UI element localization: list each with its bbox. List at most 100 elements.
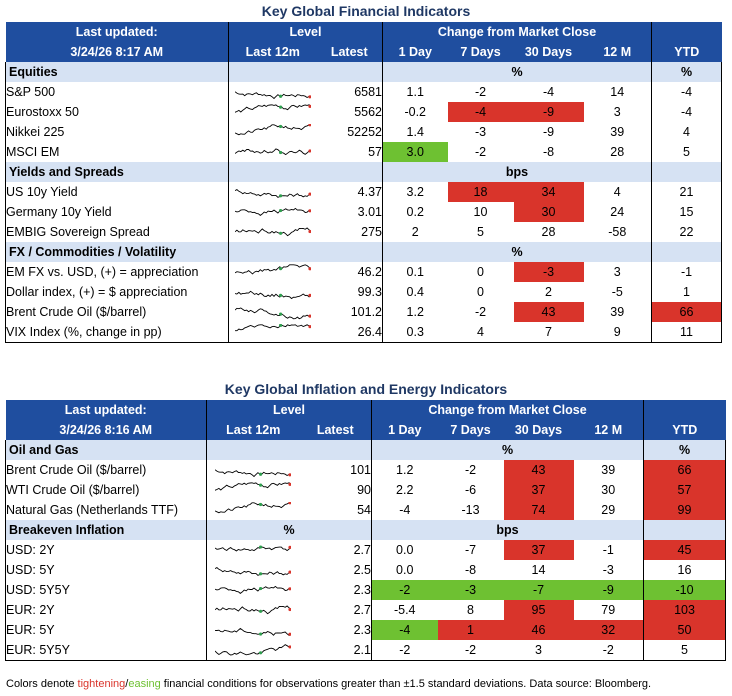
d30-header: 30 Days (503, 420, 574, 440)
section-unit: % (382, 242, 652, 262)
sparkline (234, 324, 311, 332)
sparkline (215, 585, 292, 594)
ytd-value: -1 (651, 262, 722, 282)
ytd-value: 99 (643, 500, 726, 520)
section-label: Oil and Gas (5, 440, 207, 460)
d1-value: 0.0 (371, 540, 438, 560)
sparkline-cell (228, 202, 317, 222)
d1-value: 2.2 (371, 480, 438, 500)
d1-header: 1 Day (371, 420, 438, 440)
m12-value: -3 (602, 563, 614, 577)
table-row: EUR: 2Y 2.7 -5.4 8 95 79 103 (5, 600, 726, 620)
m12-value: -2 (573, 640, 644, 661)
latest-value: 101 (350, 463, 371, 477)
indicator-name: USD: 5Y (5, 560, 207, 580)
table-row: USD: 5Y 2.5 0.0 -8 14 -3 16 (5, 560, 726, 580)
sparkline-cell (206, 580, 300, 600)
sparkline-cell (206, 460, 300, 480)
d30-value: 43 (503, 460, 574, 480)
d1-value: 2 (382, 222, 448, 242)
m12-value: 30 (601, 483, 616, 497)
d7-value: 10 (473, 205, 488, 219)
latest-header: Latest (316, 42, 383, 62)
m12-value: 3 (613, 265, 621, 279)
change-header: Change from Market Close (382, 22, 652, 42)
ytd-value: 5 (643, 640, 726, 661)
latest-value: 26.4 (316, 322, 383, 343)
m12-value: 4 (613, 185, 621, 199)
indicator-name: Brent Crude Oil ($/barrel) (5, 302, 229, 322)
table-row: USD: 2Y 2.7 0.0 -7 37 -1 45 (5, 540, 726, 560)
m12-value: 79 (601, 603, 616, 617)
latest-value: 6581 (354, 85, 382, 99)
sparkline (234, 207, 311, 216)
d1-value: 0.3 (382, 322, 448, 343)
d30-value: 37 (503, 480, 574, 500)
footer-suffix: financial conditions for observations gr… (160, 678, 652, 690)
sparkline-cell (206, 600, 300, 620)
m12-value: 32 (573, 620, 644, 640)
table-row: EUR: 5Y5Y 2.1 -2 -2 3 -2 5 (5, 640, 726, 661)
latest-value: 2.7 (353, 603, 371, 617)
sparkline-cell (228, 82, 317, 102)
sparkline (215, 502, 292, 514)
d7-value: 4 (447, 322, 514, 343)
latest-value: 54 (357, 503, 371, 517)
sparkline (215, 627, 292, 636)
d30-value: 43 (513, 302, 584, 322)
d30-header: 30 Days (513, 42, 584, 62)
d1-value: 1.2 (382, 302, 448, 322)
sparkline-cell (206, 480, 300, 500)
ytd-header: YTD (643, 420, 726, 440)
sparkline (215, 605, 292, 615)
sparkline (234, 148, 311, 156)
table-row: EMBIG Sovereign Spread 275 2 5 28 -58 22 (5, 222, 722, 242)
footer-note: Colors denote tightening/easing financia… (6, 678, 651, 690)
sparkline (234, 227, 311, 237)
table-row: Eurostoxx 50 5562 -0.2 -4 -9 3 -4 (5, 102, 722, 122)
d7-value: -2 (474, 85, 487, 99)
d7-value: -6 (464, 483, 477, 497)
ytd-value: 50 (643, 620, 726, 640)
sparkline-cell (206, 540, 300, 560)
change-header: Change from Market Close (371, 400, 644, 420)
indicator-name: EUR: 2Y (5, 600, 207, 620)
financial-indicators-title: Key Global Financial Indicators (261, 3, 471, 19)
d7-value: -13 (461, 503, 480, 517)
section-ytd-unit (651, 162, 722, 182)
latest-value: 4.37 (357, 185, 382, 199)
section-unit: bps (371, 520, 644, 540)
d30-value: -9 (513, 102, 584, 122)
ytd-value: 5 (651, 142, 722, 162)
inflation-indicators-table: Last updated: Level Change from Market Clo… (5, 400, 726, 661)
section-ytd-unit: % (643, 440, 726, 460)
m12-value: 39 (601, 463, 616, 477)
indicator-name: EUR: 5Y (5, 620, 207, 640)
latest-value: 101.2 (350, 305, 382, 319)
latest-value: 2.3 (353, 583, 371, 597)
d7-value: 18 (447, 182, 514, 202)
sparkline-cell (206, 560, 300, 580)
latest-header: Latest (299, 420, 372, 440)
d7-value: 8 (467, 603, 474, 617)
d7-value: -8 (464, 563, 477, 577)
d30-value: 2 (545, 285, 552, 299)
m12-value: -1 (602, 543, 614, 557)
section-level-unit (228, 162, 383, 182)
table-row: VIX Index (%, change in pp) 26.4 0.3 4 7 9 11 (5, 322, 722, 343)
indicator-name: Germany 10y Yield (5, 202, 229, 222)
indicator-name: Natural Gas (Netherlands TTF) (5, 500, 207, 520)
m12-value: 39 (610, 125, 625, 139)
latest-value: 5562 (354, 105, 382, 119)
last-updated-date: 3/24/26 8:17 AM (5, 42, 229, 62)
indicator-name: VIX Index (%, change in pp) (5, 322, 229, 343)
sparkline (234, 91, 311, 100)
d1-value: 0.4 (382, 282, 448, 302)
d1-value: -2 (371, 580, 438, 600)
sparkline (234, 124, 311, 136)
sparkline-cell (228, 182, 317, 202)
d1-value: -2 (371, 640, 438, 661)
indicator-name: US 10y Yield (5, 182, 229, 202)
d7-value: -4 (447, 102, 514, 122)
d30-value: 46 (503, 620, 574, 640)
